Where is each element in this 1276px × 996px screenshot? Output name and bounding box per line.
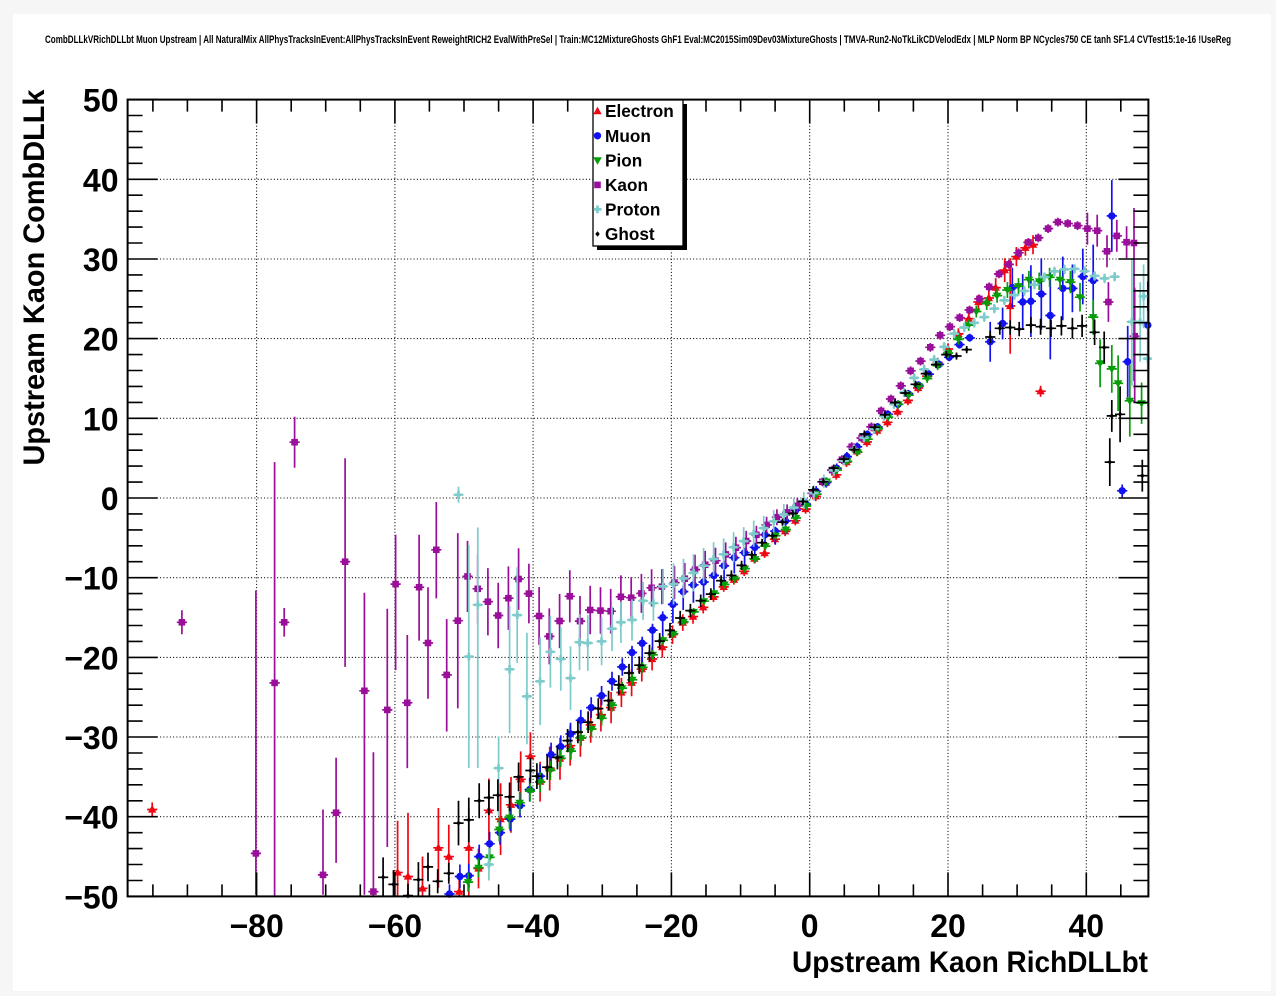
svg-text:−30: −30 — [64, 720, 118, 756]
svg-text:−50: −50 — [64, 879, 118, 915]
svg-text:Muon: Muon — [605, 126, 651, 146]
svg-text:Pion: Pion — [605, 150, 642, 170]
svg-text:Proton: Proton — [605, 199, 660, 219]
svg-text:Upstream Kaon RichDLLbt: Upstream Kaon RichDLLbt — [792, 946, 1148, 979]
svg-text:30: 30 — [83, 242, 119, 278]
svg-text:Ghost: Ghost — [605, 224, 655, 244]
svg-text:20: 20 — [930, 908, 966, 944]
svg-text:50: 50 — [83, 83, 119, 119]
svg-text:−40: −40 — [64, 800, 118, 836]
svg-text:−40: −40 — [506, 908, 560, 944]
svg-text:CombDLLkVRichDLLbt Muon Upstre: CombDLLkVRichDLLbt Muon Upstream | All N… — [45, 34, 1231, 46]
svg-text:Kaon: Kaon — [605, 175, 648, 195]
svg-text:Electron: Electron — [605, 101, 674, 121]
svg-text:0: 0 — [101, 481, 119, 517]
svg-text:−20: −20 — [644, 908, 698, 944]
svg-text:−60: −60 — [368, 908, 422, 944]
svg-text:−80: −80 — [229, 908, 283, 944]
svg-text:40: 40 — [1069, 908, 1105, 944]
svg-text:40: 40 — [83, 162, 119, 198]
svg-text:20: 20 — [83, 322, 119, 358]
svg-text:0: 0 — [801, 908, 819, 944]
svg-text:−10: −10 — [64, 561, 118, 597]
svg-text:−20: −20 — [64, 640, 118, 676]
svg-text:Upstream Kaon CombDLLk: Upstream Kaon CombDLLk — [18, 89, 51, 465]
svg-text:10: 10 — [83, 401, 119, 437]
